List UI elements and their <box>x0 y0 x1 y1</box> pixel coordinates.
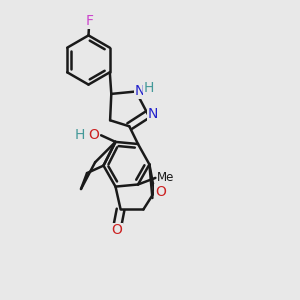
Text: Me: Me <box>157 171 174 184</box>
Text: O: O <box>88 128 99 142</box>
Text: O: O <box>112 224 122 237</box>
Text: H: H <box>75 128 85 142</box>
Text: F: F <box>86 14 94 28</box>
Text: N: N <box>148 107 158 121</box>
Text: O: O <box>155 185 166 199</box>
Text: N: N <box>135 85 145 98</box>
Text: H: H <box>143 82 154 95</box>
